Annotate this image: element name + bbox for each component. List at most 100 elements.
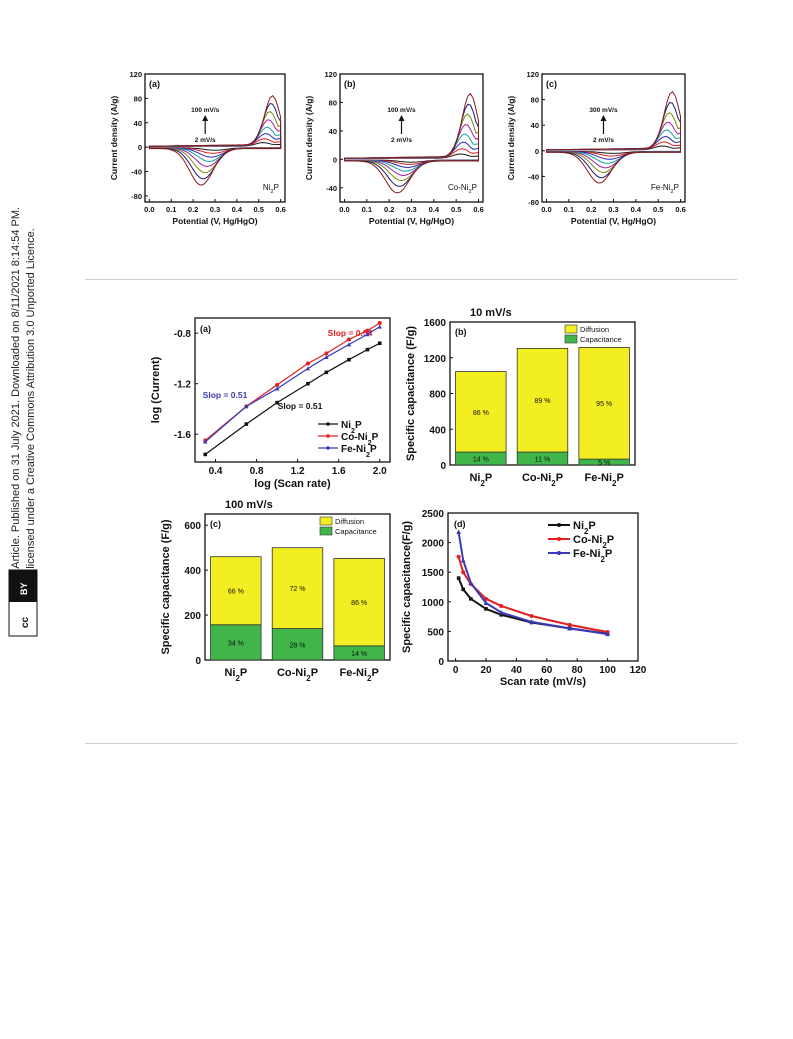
data-point — [483, 600, 489, 605]
bar-diffusion — [333, 558, 385, 647]
cv-curve — [344, 92, 479, 194]
capacitance-percent-label: 34 % — [228, 640, 244, 647]
x-axis-label: Potential (V, Hg/HgO) — [172, 216, 257, 226]
x-tick-label: 0.4 — [631, 205, 642, 214]
data-point — [275, 400, 279, 405]
y-axis-label: Specific capacitance (F/g) — [405, 326, 417, 461]
bar-diffusion — [271, 547, 324, 629]
y-tick-label: 0 — [195, 656, 201, 667]
divider-top — [85, 279, 737, 280]
x-tick-label: 0.5 — [254, 205, 264, 214]
data-point — [499, 613, 503, 617]
data-point — [567, 626, 572, 631]
bar-diffusion — [455, 371, 507, 453]
by-badge-text: BY — [19, 582, 29, 595]
data-point — [346, 337, 351, 342]
diffusion-percent-label: 95 % — [596, 401, 612, 408]
y-tick-label: 200 — [184, 611, 201, 622]
scan-rate-arrowhead — [202, 115, 209, 121]
chart-title: 100 mV/s — [225, 499, 273, 511]
scan-rate-max-label: 300 mV/s — [589, 107, 618, 114]
x-tick-label: 2.0 — [373, 466, 387, 477]
y-tick-label: 40 — [329, 127, 337, 136]
x-tick-label: 0.3 — [406, 205, 416, 214]
y-tick-label: 600 — [184, 521, 201, 532]
data-point — [347, 357, 351, 362]
sidebar-line-2: This article is licensed under a Creativ… — [25, 228, 37, 636]
x-tick-label: 120 — [630, 665, 647, 676]
x-tick-label: 20 — [480, 665, 492, 676]
x-tick-label: 0.1 — [166, 205, 176, 214]
slope-annotation: Slop = 0.51 — [203, 390, 248, 400]
data-point — [324, 351, 329, 356]
y-tick-label: 40 — [531, 121, 539, 130]
x-tick-label: 80 — [572, 665, 584, 676]
data-point — [377, 341, 382, 346]
panel-label: (b) — [455, 327, 467, 337]
x-axis-label: Potential (V, Hg/HgO) — [369, 216, 454, 226]
legend-entry: Co-Ni2P — [573, 534, 614, 550]
data-point — [275, 382, 280, 387]
x-axis-label: log (Scan rate) — [254, 478, 331, 490]
legend-entry: Ni2P — [573, 520, 596, 536]
x-tick-label: 0.0 — [144, 205, 154, 214]
slope-annotation: Slop = 0.51 — [278, 401, 323, 411]
y-tick-label: 1200 — [424, 354, 447, 365]
y-tick-label: 80 — [531, 96, 539, 105]
diffusion-percent-label: 89 % — [535, 398, 551, 405]
scan-rate-min-label: 2 mV/s — [593, 137, 614, 144]
y-tick-label: 0 — [440, 461, 446, 472]
y-tick-label: 0 — [333, 155, 337, 164]
y-tick-label: 800 — [429, 390, 446, 401]
cv-panel-a: 0.0 0.1 0.2 0.3 0.4 0.5 0.6 -80 -40 0 40 80 120 Poten… — [109, 70, 286, 226]
x-tick-label: 0.3 — [608, 205, 618, 214]
scan-rate-arrowhead — [600, 115, 607, 121]
panel-label: (a) — [200, 324, 211, 334]
panel-label: (b) — [344, 79, 356, 89]
legend-entry: Fe-Ni2P — [573, 548, 612, 564]
x-tick-label: 0.0 — [541, 205, 551, 214]
diffusion-percent-label: 66 % — [228, 589, 244, 596]
scan-rate-max-label: 100 mV/s — [191, 107, 220, 114]
inset-sample-label: Fe-Ni2P — [651, 183, 679, 195]
legend-marker — [557, 537, 561, 541]
y-axis-label: Current density (A/g) — [109, 96, 119, 181]
x-axis-label: Scan rate (mV/s) — [500, 676, 587, 688]
data-point — [346, 342, 352, 347]
y-tick-label: -0.8 — [174, 329, 192, 340]
category-label: Fe-Ni2P — [340, 667, 379, 683]
x-tick-label: 0.1 — [564, 205, 574, 214]
legend-marker — [326, 434, 330, 438]
series-line-co-ni2p — [457, 556, 608, 633]
cv-panel-c: 0.0 0.1 0.2 0.3 0.4 0.5 0.6 -80 -40 0 40 80 120 Poten… — [506, 70, 686, 226]
data-point — [484, 596, 488, 601]
data-point — [324, 354, 329, 359]
legend-marker — [326, 422, 330, 426]
x-tick-label: 60 — [541, 665, 553, 676]
x-tick-label: 0.2 — [586, 205, 596, 214]
legend-swatch-capacitance — [319, 526, 333, 536]
plot-frame — [194, 317, 391, 463]
category-label: Co-Ni2P — [277, 667, 318, 683]
data-point — [274, 386, 280, 391]
y-axis-label: Specific capacitance(F/g) — [401, 521, 413, 653]
bar-chart-100mvs: 0 200 400 600 100 mV/s Specific capacitance (… — [160, 499, 391, 683]
legend-swatch-diffusion — [319, 516, 333, 526]
x-tick-label: 1.2 — [291, 466, 305, 477]
data-point — [244, 404, 249, 409]
data-point — [244, 422, 249, 426]
y-tick-label: -1.6 — [174, 430, 192, 441]
y-tick-label: 120 — [129, 70, 142, 79]
capacitance-percent-label: 28 % — [290, 642, 306, 649]
legend-swatch-capacitance — [564, 334, 578, 344]
y-tick-label: 2000 — [422, 539, 445, 550]
y-axis-label: log (Current) — [150, 356, 162, 423]
x-tick-label: 0.6 — [473, 205, 483, 214]
x-tick-label: 0.3 — [210, 205, 220, 214]
y-tick-label: 0 — [438, 657, 444, 668]
cc-license-badge[interactable]: cc BY — [8, 569, 38, 637]
license-sidebar-svg: Open Access Article. Published on 31 Jul… — [8, 207, 38, 637]
data-point — [529, 614, 534, 619]
scan-rate-max-label: 100 mV/s — [387, 107, 416, 114]
data-point — [529, 619, 534, 624]
